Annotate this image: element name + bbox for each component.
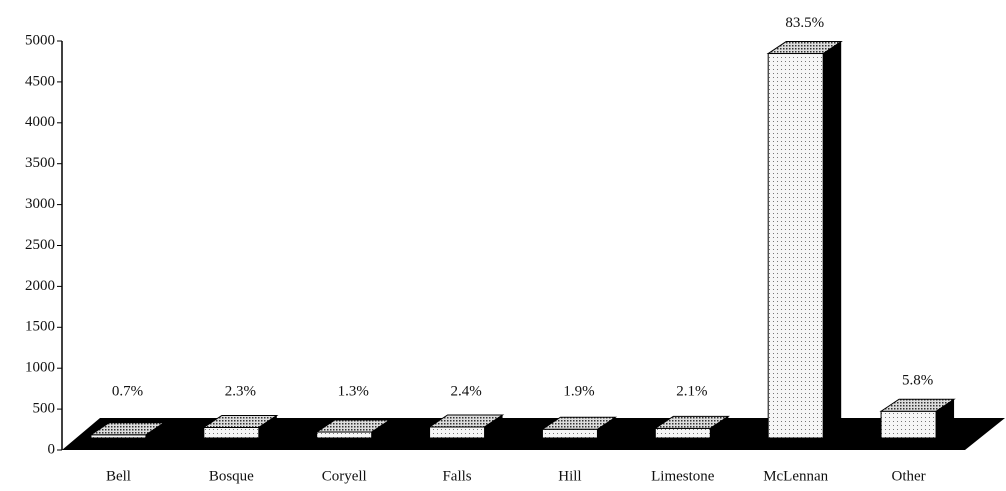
value-label: 2.3% xyxy=(225,383,256,399)
y-tick-label: 1000 xyxy=(25,360,55,376)
x-tick-label: Bosque xyxy=(209,468,254,484)
bar xyxy=(203,426,260,439)
y-tick-label: 500 xyxy=(33,401,56,417)
bar-side xyxy=(710,416,729,438)
x-tick-label: McLennan xyxy=(763,468,828,484)
y-tick-label: 4500 xyxy=(25,73,55,89)
bar-side xyxy=(597,417,616,438)
y-tick-label: 4000 xyxy=(25,114,55,130)
bar-top xyxy=(653,415,730,429)
bar-side xyxy=(371,420,390,438)
bar xyxy=(541,428,598,439)
x-tick-label: Falls xyxy=(442,468,471,484)
y-tick-label: 1500 xyxy=(25,319,55,335)
value-label: 1.9% xyxy=(563,383,594,399)
bar-top xyxy=(89,422,166,436)
value-label: 2.1% xyxy=(676,383,707,399)
bar-side xyxy=(936,399,955,438)
y-tick-label: 3000 xyxy=(25,196,55,212)
x-tick-label: Hill xyxy=(558,468,581,484)
bar-side xyxy=(145,422,164,438)
bar xyxy=(880,410,937,439)
bar xyxy=(767,53,824,439)
y-tick-label: 2500 xyxy=(25,237,55,253)
y-tick-label: 3500 xyxy=(25,155,55,171)
value-label: 2.4% xyxy=(450,383,481,399)
value-label: 5.8% xyxy=(902,373,933,389)
bar-side xyxy=(823,41,842,438)
y-tick-label: 2000 xyxy=(25,278,55,294)
bar-side xyxy=(484,414,503,438)
y-tick-label: 0 xyxy=(48,441,56,457)
x-tick-label: Bell xyxy=(106,468,131,484)
x-tick-label: Coryell xyxy=(322,468,367,484)
bar-side xyxy=(258,415,277,438)
value-label: 0.7% xyxy=(112,383,143,399)
bar-top xyxy=(540,416,618,430)
value-label: 83.5% xyxy=(785,15,824,31)
bar-top xyxy=(879,398,956,412)
bar-top xyxy=(202,414,279,428)
y-tick-label: 5000 xyxy=(25,32,55,48)
bar xyxy=(654,427,711,439)
x-tick-label: Limestone xyxy=(651,468,715,484)
bar-top xyxy=(766,41,843,55)
bar xyxy=(316,431,373,439)
x-tick-label: Other xyxy=(891,468,925,484)
bar-top xyxy=(315,419,392,433)
bar xyxy=(429,426,486,439)
bar-top xyxy=(427,414,505,428)
value-label: 1.3% xyxy=(338,383,369,399)
